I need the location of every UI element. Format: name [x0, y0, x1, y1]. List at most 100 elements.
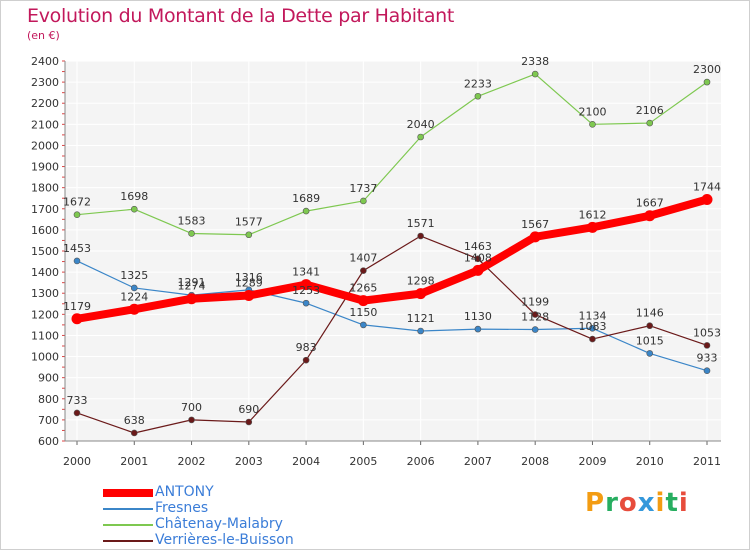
y-tick-label: 1500 — [31, 245, 59, 258]
data-label: 1298 — [407, 275, 435, 288]
data-point — [531, 326, 539, 333]
x-tick-label: 2005 — [349, 455, 377, 468]
data-point — [703, 342, 711, 349]
data-label: 700 — [181, 401, 202, 414]
data-point — [417, 327, 424, 335]
data-label: 1274 — [178, 280, 206, 293]
brand-letter: i — [678, 488, 689, 518]
data-label: 733 — [67, 394, 88, 407]
x-tick-label: 2003 — [235, 455, 263, 468]
data-point — [703, 367, 711, 375]
y-tick-label: 1200 — [31, 308, 59, 321]
data-label: 1744 — [693, 180, 721, 193]
series-line-fresnes — [76, 260, 708, 372]
data-label: 2100 — [578, 105, 606, 118]
data-point — [73, 257, 81, 265]
legend-swatch — [103, 508, 153, 510]
data-point — [531, 311, 539, 318]
series-line-ch-tenay-malabry — [76, 73, 708, 236]
data-point — [73, 409, 81, 417]
data-label: 1015 — [636, 334, 664, 347]
y-tick-label: 1600 — [31, 224, 59, 237]
y-tick-label: 1000 — [31, 351, 59, 364]
data-label: 2338 — [521, 55, 549, 68]
data-label: 2040 — [407, 118, 435, 131]
data-label: 2106 — [636, 104, 664, 117]
data-label: 1316 — [235, 271, 263, 284]
data-point — [300, 279, 312, 291]
data-label: 1053 — [693, 326, 721, 339]
line-chart: 600 700 800 900 1000 1100 1200 1300 1400 1500 1600… — [31, 55, 721, 468]
data-point — [245, 418, 253, 426]
data-label: 1199 — [521, 296, 549, 309]
data-label: 1083 — [578, 320, 606, 333]
data-label: 1130 — [464, 310, 492, 323]
data-point — [302, 207, 310, 215]
data-point — [360, 197, 367, 205]
data-label: 1408 — [464, 251, 492, 264]
brand-letter: x — [637, 488, 656, 518]
chart-title: Evolution du Montant de la Dette par Hab… — [27, 5, 455, 27]
data-label: 1253 — [292, 284, 320, 297]
brand-letter: r — [605, 488, 619, 518]
data-point — [646, 322, 654, 330]
y-tick-label: 1400 — [31, 266, 59, 279]
data-label: 1265 — [349, 282, 377, 295]
data-label: 1689 — [292, 192, 320, 205]
brand-letter: t — [665, 488, 679, 518]
data-label: 1121 — [407, 312, 435, 325]
data-point — [73, 211, 81, 218]
y-tick-label: 1100 — [31, 329, 59, 342]
y-tick-label: 1700 — [31, 203, 59, 216]
y-tick-label: 2100 — [31, 118, 59, 131]
data-point — [701, 193, 713, 205]
data-label: 1698 — [120, 190, 148, 203]
series-line-verri-res-le-buisson — [76, 235, 708, 434]
y-tick-label: 2300 — [31, 76, 59, 89]
data-point — [302, 356, 310, 364]
data-point — [245, 231, 253, 239]
data-point — [415, 288, 427, 300]
data-label: 1289 — [235, 277, 263, 290]
legend-label: Châtenay-Malabry — [155, 516, 283, 532]
data-point — [188, 230, 195, 237]
x-tick-label: 2000 — [63, 455, 91, 468]
data-point — [589, 324, 596, 332]
data-point — [646, 350, 654, 357]
brand-letter: P — [585, 488, 606, 518]
y-tick-label: 800 — [38, 393, 59, 406]
x-tick-label: 2007 — [464, 455, 492, 468]
y-tick-label: 2000 — [31, 139, 59, 152]
data-label: 1407 — [349, 252, 377, 265]
data-point — [531, 70, 539, 78]
y-tick-label: 2400 — [31, 55, 59, 68]
y-tick-label: 1800 — [31, 182, 59, 195]
data-point — [474, 255, 482, 263]
data-point — [417, 133, 424, 141]
x-tick-label: 2006 — [407, 455, 435, 468]
data-label: 1737 — [349, 182, 377, 195]
data-label: 1567 — [521, 218, 549, 231]
data-label: 1128 — [521, 311, 549, 324]
data-label: 1571 — [407, 217, 435, 230]
data-label: 1463 — [464, 240, 492, 253]
data-point — [474, 92, 482, 100]
data-point — [130, 284, 138, 292]
data-point — [474, 325, 482, 333]
data-point — [130, 429, 138, 437]
x-tick-label: 2010 — [636, 455, 664, 468]
x-tick-label: 2004 — [292, 455, 320, 468]
data-point — [589, 121, 596, 128]
data-label: 1612 — [578, 208, 606, 221]
data-point — [128, 303, 140, 315]
data-label: 1150 — [349, 306, 377, 319]
x-tick-label: 2001 — [120, 455, 148, 468]
data-label: 1146 — [636, 307, 664, 320]
chart-subtitle: (en €) — [27, 29, 60, 42]
data-point — [703, 78, 711, 86]
x-tick-label: 2009 — [578, 455, 606, 468]
data-label: 1667 — [636, 197, 664, 210]
legend-swatch — [103, 540, 153, 542]
data-label: 1179 — [63, 300, 91, 313]
